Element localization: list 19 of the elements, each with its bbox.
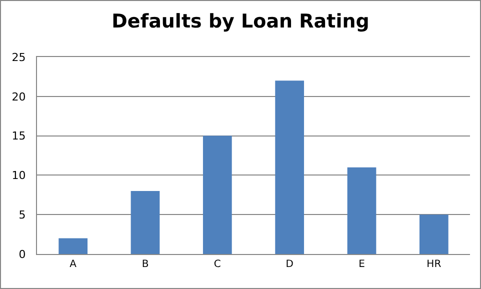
y-tick-label: 25 <box>12 50 26 64</box>
bar <box>58 238 88 254</box>
x-tick-label: D <box>286 259 294 270</box>
x-tick-label: HR <box>426 259 442 270</box>
bar <box>419 214 448 254</box>
x-tick-label: B <box>142 259 149 270</box>
y-tick-label: 10 <box>12 169 26 182</box>
x-tick-label: E <box>358 259 365 270</box>
y-tick-label: 15 <box>12 130 26 143</box>
y-tick-label: 20 <box>12 90 26 104</box>
y-tick-label: 0 <box>18 248 26 261</box>
y-tick-label: 5 <box>18 208 26 222</box>
bar <box>275 80 304 254</box>
x-tick-label: C <box>214 259 221 270</box>
x-tick-label: A <box>70 259 77 270</box>
bar <box>202 136 232 254</box>
chart-title: Defaults by Loan Rating <box>112 10 370 33</box>
bar <box>347 167 376 254</box>
bar <box>130 190 160 254</box>
